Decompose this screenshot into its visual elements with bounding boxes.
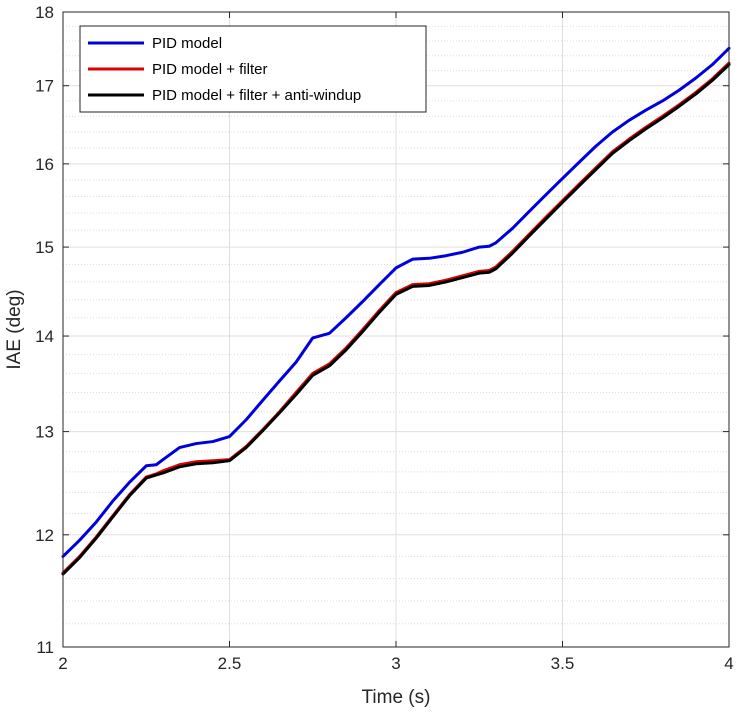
legend-label: PID model + filter + anti-windup xyxy=(152,87,361,104)
series-layer xyxy=(61,46,731,576)
x-axis-label: Time (s) xyxy=(362,687,431,708)
series-line-3 xyxy=(61,63,731,576)
x-tick-label: 3.5 xyxy=(551,654,575,673)
x-tick-label: 2 xyxy=(58,654,67,673)
y-axis-ticks: 11 12 13 14 15 16 17 18 xyxy=(35,3,729,657)
y-tick-label: 18 xyxy=(35,3,54,22)
legend-label: PID model xyxy=(152,35,222,52)
series-line-1 xyxy=(61,46,731,558)
legend-label: PID model + filter xyxy=(152,61,267,78)
y-tick-label: 17 xyxy=(35,77,54,96)
x-tick-label: 4 xyxy=(724,654,733,673)
x-tick-label: 3 xyxy=(391,654,400,673)
y-tick-label: 13 xyxy=(35,423,54,442)
legend: PID model PID model + filter PID model + f… xyxy=(79,25,427,113)
y-tick-label: 16 xyxy=(35,155,54,174)
y-tick-label: 11 xyxy=(36,638,54,657)
x-axis-ticks: 2 2.5 3 3.5 4 xyxy=(58,12,734,673)
y-tick-label: 15 xyxy=(35,238,54,257)
y-tick-label: 14 xyxy=(35,327,54,346)
x-tick-label: 2.5 xyxy=(218,654,242,673)
y-axis-label: IAE (deg) xyxy=(4,289,25,369)
y-tick-label: 12 xyxy=(35,526,54,545)
